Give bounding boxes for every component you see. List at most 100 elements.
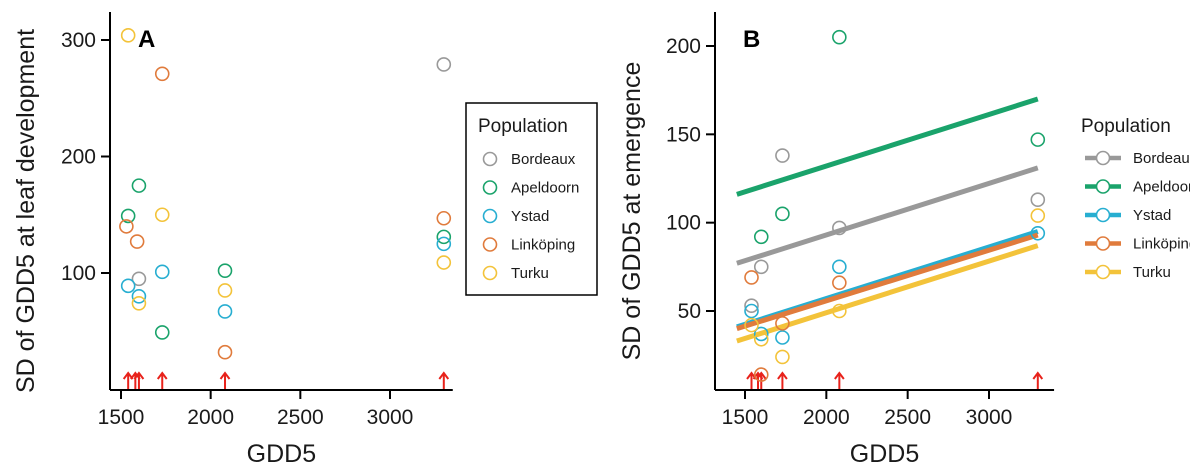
point-apeldoorn (775, 206, 790, 222)
point-turku (154, 207, 170, 223)
point-bordeaux (436, 57, 452, 72)
panel-letter: A (138, 26, 155, 53)
point-turku (744, 317, 759, 333)
gdd5-arrow-marker (834, 371, 845, 389)
fit-line-linkping (736, 232, 1039, 332)
legend-marker (482, 180, 498, 195)
legend-marker (482, 265, 498, 281)
point-ystad (217, 304, 233, 319)
gdd5-arrow-marker (122, 371, 134, 389)
legend-label: Bordeaux (511, 151, 576, 168)
point-bordeaux (131, 271, 147, 287)
point-turku (131, 295, 147, 311)
legend-marker (1095, 179, 1111, 194)
panel-b: 50 100 150 200 1500 2000 2500 3000 GDD5 SD of GDD… (618, 12, 1190, 468)
legend-box (465, 102, 598, 296)
point-bordeaux (775, 148, 790, 163)
gdd5-arrow-marker (1032, 371, 1044, 389)
legend-marker (482, 151, 498, 167)
legend-label: Apeldoorn (511, 180, 579, 197)
gdd5-arrow-marker (133, 371, 145, 389)
fit-line-turku (736, 243, 1039, 344)
y-axis-title: SD of GDD5 at emergence (618, 62, 646, 361)
point-turku (775, 349, 790, 365)
point-linkping (129, 234, 145, 249)
point-linkping (753, 367, 769, 382)
y-axis-title: SD of GDD5 at leaf development (12, 29, 40, 393)
point-ystad (154, 264, 170, 280)
point-linkping (154, 66, 170, 82)
point-apeldoorn (753, 229, 769, 245)
point-apeldoorn (832, 29, 847, 45)
x-axis-title: GDD5 (247, 440, 316, 468)
point-ystad (744, 303, 759, 319)
point-ystad (131, 288, 147, 304)
point-apeldoorn (131, 178, 147, 193)
legend-label: Linköping (511, 237, 575, 254)
legend-label: Turku (1133, 264, 1171, 281)
panel-a: 100 200 300 1500 2000 2500 3000 GDD5 SD of GDD5 … (12, 12, 598, 468)
legend: Population Bordeaux Apeldoorn Ystad Linköpin… (465, 102, 598, 296)
x-tick-label: 3000 (966, 406, 1013, 429)
legend-label: Apeldoorn (1133, 179, 1190, 196)
legend-marker (482, 237, 498, 252)
point-linkping (832, 275, 847, 291)
x-tick-label: 3000 (367, 406, 414, 429)
point-linkping (217, 344, 233, 360)
point-turku (120, 28, 136, 43)
legend-label: Ystad (511, 208, 549, 225)
legend-label: Linköping (1133, 236, 1190, 253)
point-bordeaux (1030, 192, 1046, 207)
legend: Population Bordeaux Apeldoorn Ystad Linköpin… (1081, 116, 1190, 281)
point-turku (1030, 208, 1046, 223)
fit-line-apeldoorn (736, 96, 1039, 197)
point-ystad (120, 278, 136, 294)
legend-marker (1095, 150, 1111, 166)
point-apeldoorn (120, 208, 136, 224)
point-apeldoorn (154, 325, 170, 340)
point-linkping (119, 219, 134, 234)
y-tick-label: 150 (666, 123, 701, 146)
point-turku (217, 283, 233, 298)
x-tick-label: 2000 (187, 406, 234, 429)
x-axis-title: GDD5 (850, 440, 919, 468)
fit-line-bordeaux (736, 165, 1039, 266)
gdd5-arrow-marker (438, 371, 450, 389)
legend-title: Population (478, 116, 568, 137)
point-ystad (436, 236, 452, 252)
legend-label: Bordeaux (1133, 150, 1190, 167)
x-tick-label: 1500 (98, 406, 145, 429)
point-apeldoorn (217, 263, 233, 278)
x-tick-label: 2500 (884, 406, 931, 429)
point-turku (436, 255, 452, 270)
point-linkping (775, 316, 790, 331)
point-apeldoorn (1030, 132, 1046, 147)
y-tick-label: 100 (666, 212, 701, 235)
x-tick-label: 2000 (803, 406, 850, 429)
legend-label: Turku (511, 265, 549, 282)
legend-marker (1095, 207, 1111, 223)
y-tick-label: 100 (61, 262, 96, 285)
point-linkping (436, 210, 452, 226)
y-tick-label: 200 (666, 35, 701, 58)
point-turku (832, 303, 847, 319)
point-turku (753, 331, 769, 347)
gdd5-arrow-marker (156, 371, 168, 389)
x-tick-label: 2500 (277, 406, 324, 429)
legend-marker (1095, 236, 1111, 251)
point-ystad (775, 330, 790, 345)
y-tick-label: 300 (61, 29, 96, 52)
point-bordeaux (744, 298, 759, 314)
panel-letter: B (743, 26, 760, 53)
gdd5-arrow-marker (219, 371, 231, 389)
point-linkping (744, 270, 759, 285)
legend-label: Ystad (1133, 207, 1171, 224)
y-tick-label: 50 (678, 300, 701, 323)
point-bordeaux (832, 220, 847, 236)
legend-marker (482, 208, 498, 224)
point-ystad (1030, 225, 1046, 241)
x-tick-label: 1500 (722, 406, 769, 429)
point-apeldoorn (436, 229, 452, 245)
gdd5-arrow-marker (777, 371, 788, 389)
